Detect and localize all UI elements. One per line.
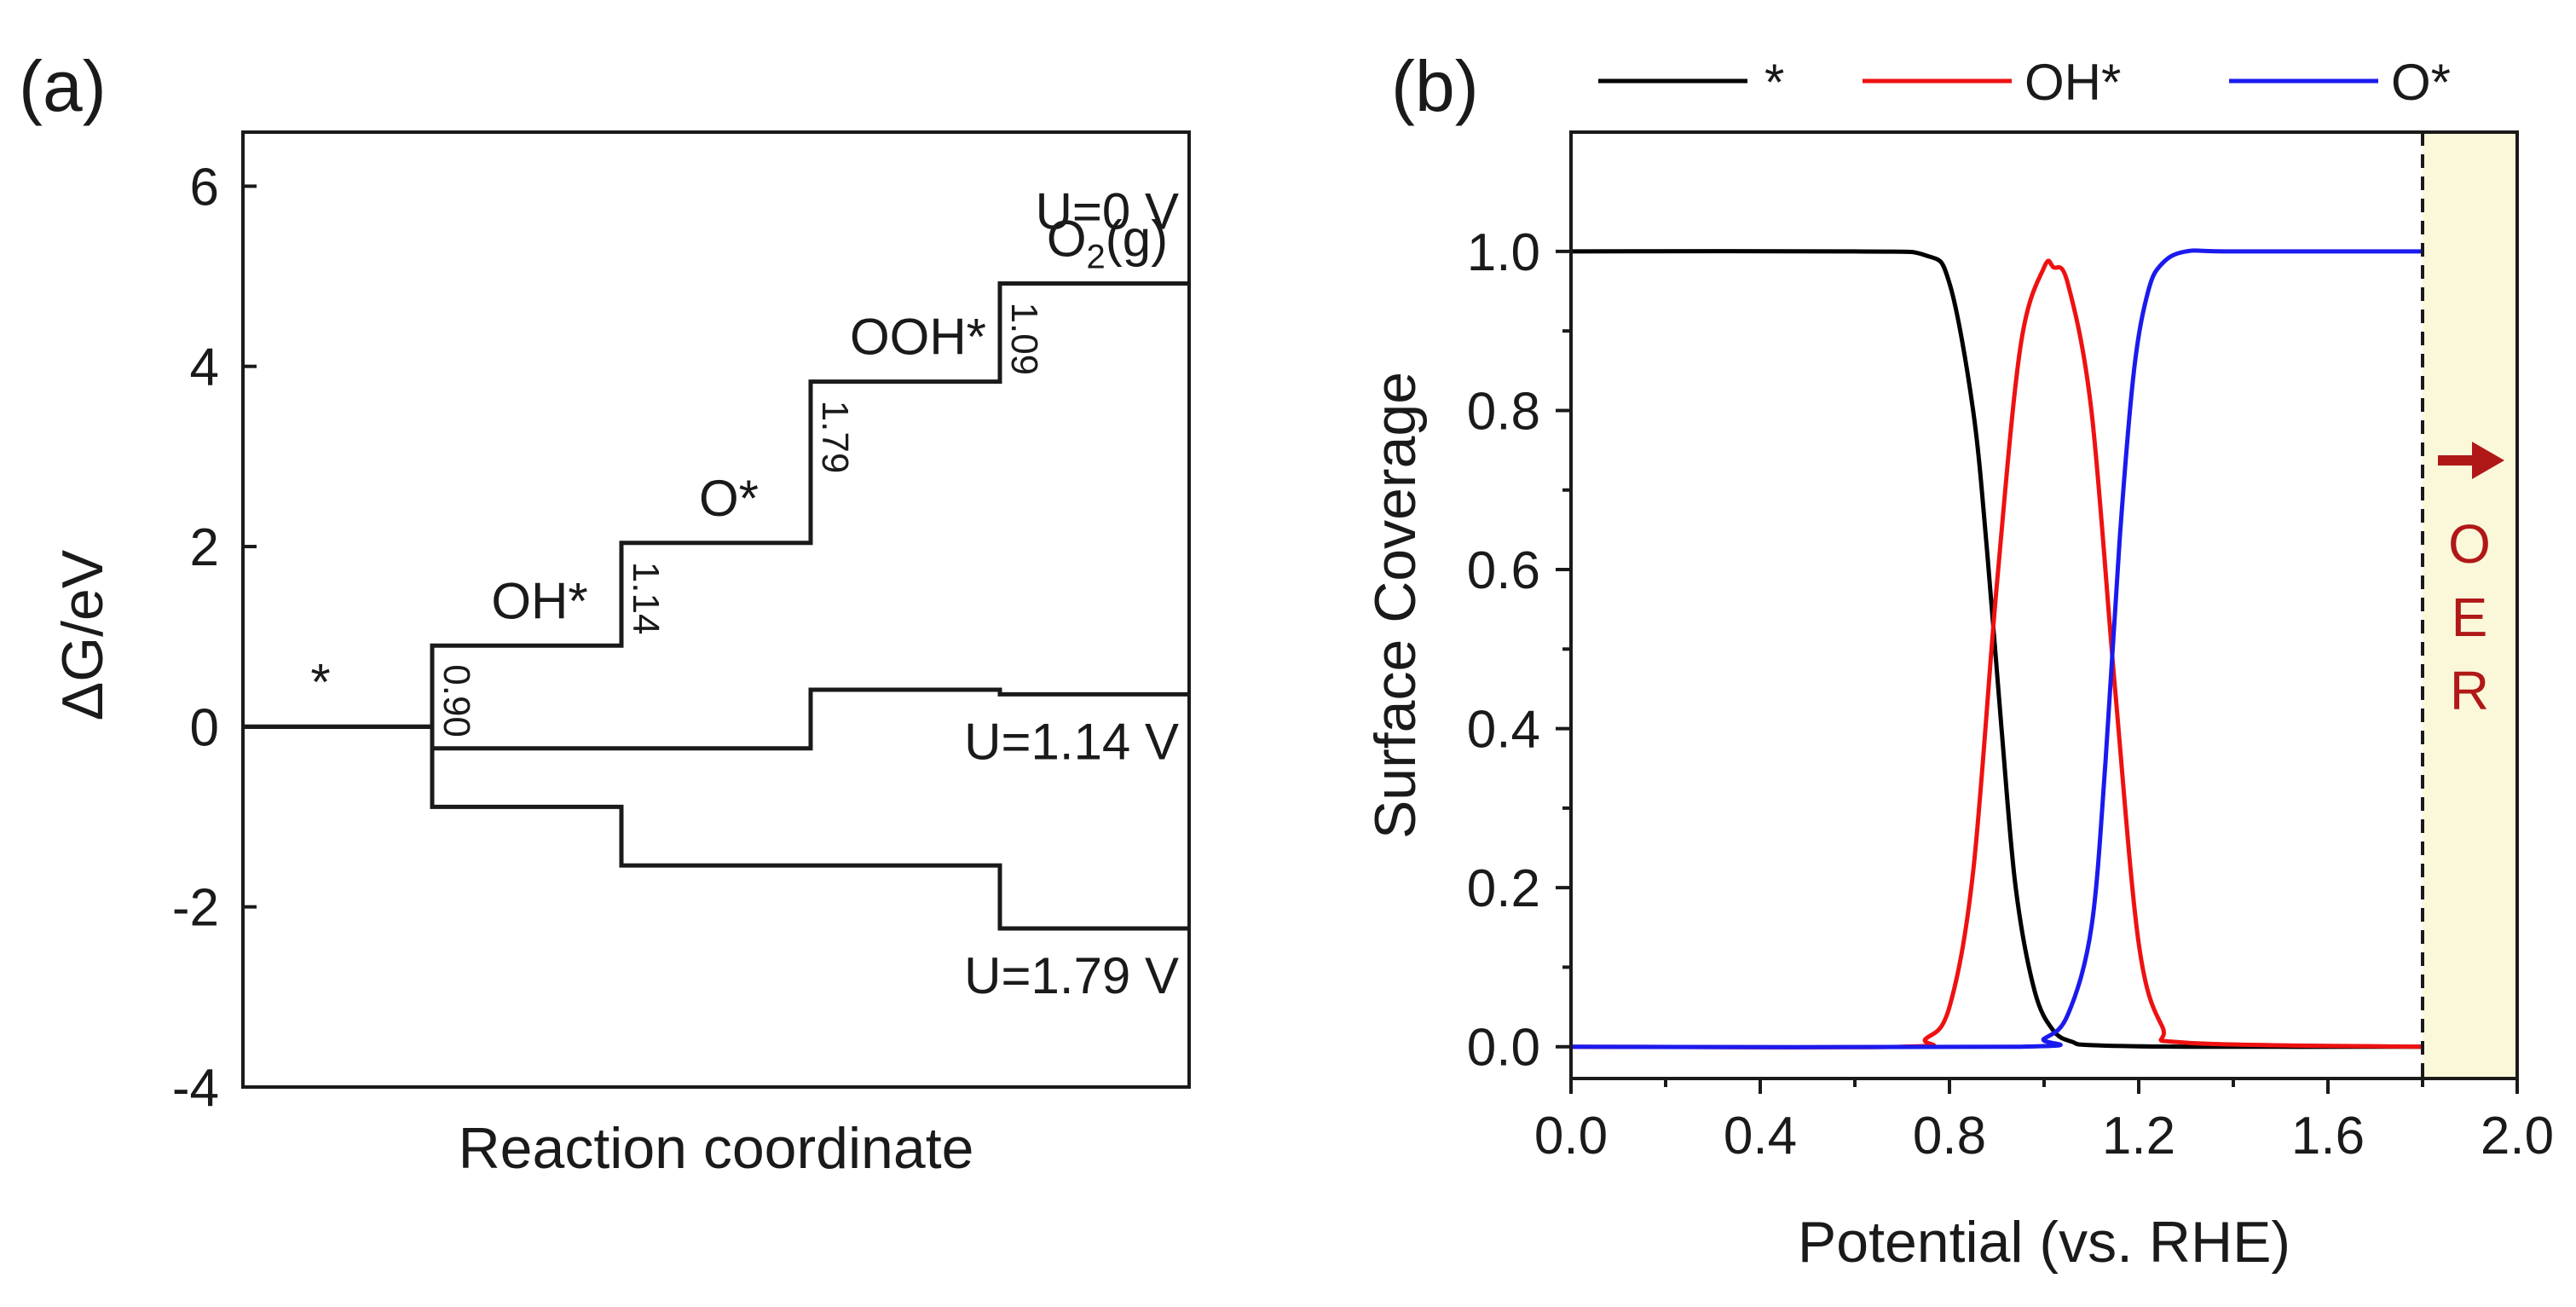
b-curve-0 <box>1570 249 2423 1050</box>
a-potential-label: U=1.79 V <box>964 947 1179 1004</box>
b-legend-label: OH* <box>2024 54 2121 111</box>
a-state-label: O2(g) <box>1047 211 1168 276</box>
b-oer-letter: R <box>2450 660 2489 721</box>
b-y-tick-label: 0.0 <box>1467 1019 1540 1078</box>
b-x-tick-label: 2.0 <box>2481 1107 2554 1165</box>
panel-a-energy-profiles <box>243 281 1189 931</box>
b-oer-letter: E <box>2452 587 2488 648</box>
b-y-tick-label: 0.4 <box>1467 701 1540 760</box>
b-legend-label: O* <box>2391 54 2451 111</box>
a-state-label: OOH* <box>850 309 986 366</box>
a-series-line-0 <box>243 281 1189 729</box>
panel-a-plot-frame <box>241 130 1191 1089</box>
b-x-tick-label: 0.0 <box>1534 1107 1608 1165</box>
a-y-tick-label: 0 <box>190 698 219 757</box>
panel-a-x-axis-title: Reaction coordinate <box>459 1116 974 1181</box>
b-x-tick-label: 0.4 <box>1724 1107 1797 1165</box>
b-y-tick-label: 0.6 <box>1467 541 1540 600</box>
b-y-tick-label: 0.8 <box>1467 382 1540 441</box>
b-x-tick-label: 1.6 <box>2291 1107 2365 1165</box>
panel-b-oer-annotation: OER <box>2438 442 2504 721</box>
panel-a: (a) -4 -2 0 2 4 6 ΔG/eV Reaction coordinate *… <box>19 46 1191 1181</box>
panel-b-y-axis-title: Surface Coverage <box>1363 372 1428 839</box>
a-y-tick-label: -4 <box>172 1059 219 1118</box>
panel-a-y-ticks: -4 -2 0 2 4 6 <box>172 158 257 1118</box>
b-x-tick-label: 0.8 <box>1913 1107 1986 1165</box>
b-y-tick-label: 0.2 <box>1467 859 1540 918</box>
panel-b-label: (b) <box>1391 46 1479 126</box>
a-state-label: O* <box>699 470 759 527</box>
a-y-tick-label: 6 <box>190 158 219 217</box>
panel-b-legend: * OH* O* <box>1598 54 2451 111</box>
panel-b-coverage-curves <box>1570 248 2423 1050</box>
b-curve-2 <box>1570 248 2423 1050</box>
a-potential-label: U=0 V <box>1036 183 1179 240</box>
panel-a-state-labels: * OH* O* OOH* O2(g) <box>310 211 1168 711</box>
a-state-label: * <box>310 653 330 710</box>
b-oer-letter: O <box>2448 513 2491 575</box>
b-legend-label: * <box>1765 54 1784 111</box>
panel-a-potential-labels: U=0 V U=1.14 V U=1.79 V <box>964 183 1179 1005</box>
panel-b-x-ticks: 0.0 0.4 0.8 1.2 1.6 2.0 <box>1534 1079 2554 1165</box>
a-y-tick-label: 2 <box>190 518 219 577</box>
b-y-tick-label: 1.0 <box>1467 223 1540 282</box>
a-series-line-2 <box>243 724 1189 931</box>
panel-a-step-annotations: 0.90 1.14 1.79 1.09 <box>436 303 1045 737</box>
a-step-value: 0.90 <box>436 664 477 737</box>
a-potential-label: U=1.14 V <box>964 713 1179 770</box>
a-y-tick-label: -2 <box>172 879 219 938</box>
panel-a-label: (a) <box>19 46 107 126</box>
panel-b: (b) 0.0 0.4 0.8 1.2 1.6 2.0 0.0 0.2 0.4 0.6 0.8 1.… <box>1363 46 2554 1275</box>
panel-b-plot-frame <box>1569 130 2519 1080</box>
b-curve-1 <box>1570 258 2423 1050</box>
b-oer-arrow-head <box>2472 442 2504 479</box>
panel-b-x-axis-title: Potential (vs. RHE) <box>1798 1210 2290 1275</box>
a-step-value: 1.14 <box>625 562 667 635</box>
panel-b-y-ticks: 0.0 0.2 0.4 0.6 0.8 1.0 <box>1467 223 1571 1078</box>
a-step-value: 1.09 <box>1003 303 1045 376</box>
panel-a-y-axis-title: ΔG/eV <box>50 549 115 720</box>
a-state-label: OH* <box>491 572 587 629</box>
b-x-tick-label: 1.2 <box>2102 1107 2175 1165</box>
panel-b-oer-region <box>2423 132 2517 1079</box>
a-step-value: 1.79 <box>814 401 856 474</box>
a-y-tick-label: 4 <box>190 338 219 397</box>
